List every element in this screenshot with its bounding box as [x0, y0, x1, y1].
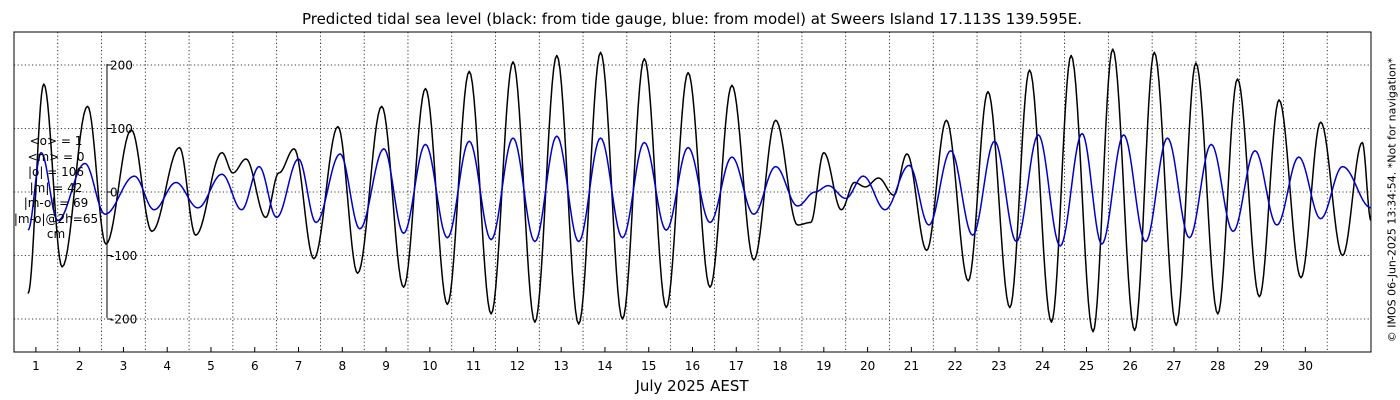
x-axis-label: July 2025 AEST — [634, 377, 749, 395]
x-tick-label: 29 — [1254, 359, 1269, 373]
y-tick-label: 200 — [110, 59, 133, 73]
x-tick-label: 19 — [816, 359, 831, 373]
x-tick-label: 25 — [1079, 359, 1094, 373]
x-tick-label: 11 — [466, 359, 481, 373]
x-tick-label: 22 — [948, 359, 963, 373]
series-line-tide-gauge — [27, 48, 1372, 333]
series-line-model — [27, 132, 1372, 247]
statistics-panel: <o> = 1 <m> = 0 |o| = 106 |m| = 42 |m-o|… — [8, 134, 104, 243]
copyright-notice: © IMOS 06-Jun-2025 13:34:54. *Not for na… — [1385, 57, 1399, 343]
x-tick-label: 13 — [554, 359, 569, 373]
stat-mean-observed: <o> = 1 — [29, 134, 83, 148]
x-tick-label: 21 — [904, 359, 919, 373]
x-tick-label: 1 — [32, 359, 40, 373]
x-tick-label: 15 — [641, 359, 656, 373]
stat-abs-model: |m| = 42 — [29, 180, 83, 195]
x-tick-label: 16 — [685, 359, 700, 373]
x-tick-label: 12 — [510, 359, 525, 373]
stat-abs-diff: |m-o| = 69 — [23, 196, 89, 210]
chart-title: Predicted tidal sea level (black: from t… — [302, 10, 1082, 28]
x-tick-label: 20 — [860, 359, 875, 373]
plot-frame — [13, 31, 1372, 353]
x-tick-label: 5 — [207, 359, 215, 373]
x-tick-label: 28 — [1210, 359, 1225, 373]
x-tick-label: 2 — [76, 359, 84, 373]
x-tick-label: 30 — [1298, 359, 1313, 373]
x-tick-label: 10 — [422, 359, 437, 373]
x-tick-label: 6 — [251, 359, 259, 373]
x-tick-label: 18 — [772, 359, 787, 373]
x-tick-label: 14 — [597, 359, 612, 373]
stat-abs-diff-2h: |m-o|@2h=65 — [13, 211, 99, 226]
x-tick-label: 4 — [163, 359, 171, 373]
x-tick-label: 7 — [295, 359, 303, 373]
x-tick-label: 8 — [338, 359, 346, 373]
y-tick-label: 100 — [110, 122, 133, 136]
stat-abs-observed: |o| = 106 — [27, 165, 84, 179]
y-tick-label: -200 — [110, 313, 137, 327]
y-tick-label: 0 — [110, 186, 118, 200]
x-tick-label: 24 — [1035, 359, 1050, 373]
x-tick-label: 27 — [1166, 359, 1181, 373]
y-tick-label: -100 — [110, 249, 137, 263]
x-tick-label: 17 — [729, 359, 744, 373]
x-tick-label: 26 — [1123, 359, 1138, 373]
x-tick-label: 9 — [382, 359, 390, 373]
stat-units: cm — [46, 227, 66, 241]
x-tick-label: 3 — [120, 359, 128, 373]
x-tick-label: 23 — [991, 359, 1006, 373]
stat-mean-model: <m> = 0 — [27, 149, 85, 164]
